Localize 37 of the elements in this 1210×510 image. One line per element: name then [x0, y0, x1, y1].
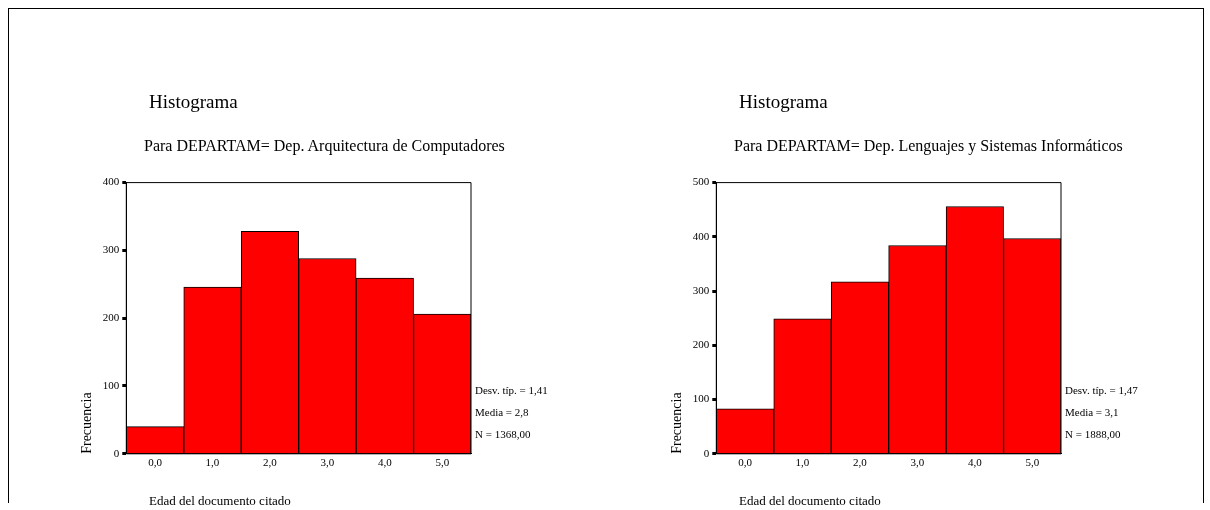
x-tick-label: 3,0: [320, 456, 335, 469]
chart-title: Histograma: [149, 91, 238, 113]
x-axis-title: Edad del documento citado: [149, 493, 291, 509]
x-tick-label: 0,0: [738, 456, 753, 469]
y-tick-label: 300: [692, 283, 710, 296]
y-tick-label: 300: [102, 243, 120, 256]
text: N = 1368,00: [475, 427, 532, 442]
x-tick-label: 0,0: [148, 456, 163, 469]
y-tick-label: 200: [692, 338, 710, 351]
text: Desv. típ. = 1,47: [1065, 383, 1138, 398]
y-tick-label: 400: [692, 229, 710, 242]
text: Media = 3,1: [1065, 405, 1120, 420]
y-tick-label: 200: [102, 311, 120, 324]
y-tick-label: 100: [692, 392, 710, 405]
y-tick-label: 400: [102, 175, 120, 188]
chart-subtitle: Para DEPARTAM= Dep. Arquitectura de Computadores: [144, 137, 505, 155]
text: N = 1888,00: [1065, 427, 1122, 442]
x-tick-label: 2,0: [263, 456, 278, 469]
x-tick-label: 4,0: [377, 456, 393, 469]
y-tick-label: 0: [113, 446, 120, 459]
chart-subtitle: Para DEPARTAM= Dep. Lenguajes y Sistemas Informáticos: [734, 137, 1123, 155]
text: Desv. típ. = 1,41: [475, 383, 548, 398]
x-tick-label: 1,0: [795, 456, 810, 469]
y-axis-title: Frecuencia: [669, 391, 685, 454]
y-tick-label: 100: [102, 378, 120, 391]
x-tick-label: 3,0: [910, 456, 925, 469]
y-tick-label: 500: [692, 175, 710, 188]
y-axis-title: Frecuencia: [79, 391, 95, 454]
chart-title: Histograma: [739, 91, 828, 113]
x-tick-label: 1,0: [205, 456, 220, 469]
x-tick-label: 5,0: [435, 456, 450, 469]
x-axis-title: Edad del documento citado: [739, 493, 881, 509]
x-tick-label: 5,0: [1025, 456, 1040, 469]
text: Media = 2,8: [475, 405, 530, 420]
y-tick-label: 0: [703, 446, 710, 459]
x-tick-label: 2,0: [853, 456, 868, 469]
x-tick-label: 4,0: [967, 456, 983, 469]
